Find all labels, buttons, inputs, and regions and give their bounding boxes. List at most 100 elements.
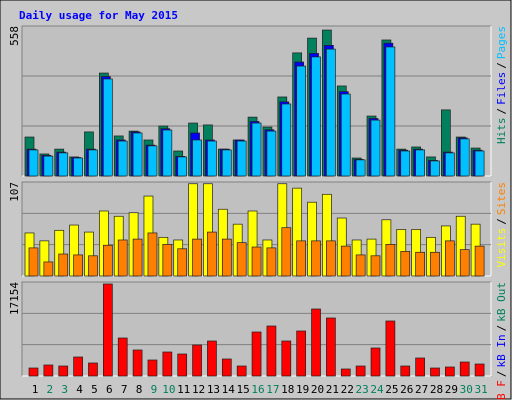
legend-separator: / xyxy=(495,108,508,115)
bar xyxy=(311,240,321,277)
bar xyxy=(474,363,485,377)
x-tick-label: 14 xyxy=(222,383,236,396)
bar xyxy=(355,365,366,377)
bar xyxy=(73,254,83,277)
bar xyxy=(340,368,351,377)
bar xyxy=(236,365,247,377)
x-tick-label: 3 xyxy=(61,383,68,396)
bar xyxy=(430,160,440,177)
bar xyxy=(147,145,158,177)
x-tick-label: 23 xyxy=(356,383,369,396)
bar xyxy=(296,65,307,177)
bar xyxy=(102,78,113,177)
x-tick-label: 27 xyxy=(415,383,428,396)
bar xyxy=(43,364,54,377)
legend-separator: / xyxy=(495,218,508,225)
bar xyxy=(385,46,396,177)
bar xyxy=(28,149,39,177)
x-tick-label: 31 xyxy=(474,383,487,396)
legend-separator: / xyxy=(495,325,508,332)
bar xyxy=(58,253,69,277)
legend-separator: / xyxy=(495,62,508,69)
x-tick-label: 15 xyxy=(237,383,250,396)
x-tick-label: 13 xyxy=(207,383,220,396)
x-tick-label: 12 xyxy=(192,383,205,396)
y-tick-label: 17154 xyxy=(8,282,21,315)
bar xyxy=(251,331,262,377)
bar xyxy=(251,246,262,277)
bar xyxy=(355,254,366,277)
bar xyxy=(370,347,381,377)
legend-entry: Hits xyxy=(495,118,508,145)
bar xyxy=(400,251,411,277)
bar xyxy=(207,140,217,177)
bar xyxy=(73,157,83,177)
bar xyxy=(73,356,83,377)
bar xyxy=(400,150,411,177)
bar xyxy=(88,362,98,377)
legend: Visits / Sites xyxy=(495,182,508,268)
bar xyxy=(192,238,202,277)
bar xyxy=(459,138,470,177)
bar xyxy=(459,249,470,277)
bar xyxy=(132,238,143,277)
legend-entry: kB Out xyxy=(495,282,508,322)
bar xyxy=(296,240,307,277)
bar xyxy=(162,351,173,377)
legend-entry: Visits xyxy=(495,228,508,268)
x-tick-label: 19 xyxy=(296,383,309,396)
x-tick-label: 28 xyxy=(430,383,443,396)
x-tick-label: 24 xyxy=(370,383,384,396)
bar xyxy=(370,119,381,177)
legend-entry: Sites xyxy=(495,182,508,215)
x-tick-label: 8 xyxy=(136,383,143,396)
bar xyxy=(221,149,232,177)
bar xyxy=(177,353,188,377)
bar xyxy=(58,365,69,377)
bar xyxy=(326,48,336,177)
x-tick-label: 4 xyxy=(76,383,83,396)
x-tick-label: 25 xyxy=(385,383,398,396)
legend: kB F / kB In / kB Out xyxy=(495,282,508,400)
bar xyxy=(340,245,351,277)
bar xyxy=(415,357,425,377)
bar xyxy=(192,139,202,177)
bar xyxy=(266,130,277,177)
legend: Hits / Files / Pages xyxy=(495,26,508,144)
bar xyxy=(311,308,321,377)
bar xyxy=(474,150,485,177)
x-tick-label: 22 xyxy=(341,383,354,396)
bar xyxy=(117,337,128,377)
x-tick-label: 9 xyxy=(151,383,158,396)
bar xyxy=(459,361,470,377)
bar xyxy=(251,122,262,177)
bar xyxy=(117,140,128,177)
x-tick-label: 1 xyxy=(32,383,39,396)
bar xyxy=(385,320,396,377)
bar xyxy=(147,232,158,277)
bar xyxy=(88,255,98,277)
y-tick-label: 107 xyxy=(8,182,21,202)
bar xyxy=(281,340,292,377)
bar xyxy=(58,152,69,177)
legend-entry: Files xyxy=(495,72,508,105)
bar xyxy=(207,231,217,277)
bar xyxy=(266,247,277,277)
bar xyxy=(177,156,188,177)
x-tick-label: 17 xyxy=(266,383,279,396)
bar xyxy=(430,251,440,277)
bar xyxy=(311,56,321,177)
bar xyxy=(132,349,143,377)
bar xyxy=(132,132,143,177)
bar xyxy=(326,240,336,277)
x-tick-label: 5 xyxy=(91,383,98,396)
bar xyxy=(117,239,128,277)
bar xyxy=(147,359,158,377)
y-tick-label: 558 xyxy=(8,26,21,46)
bar xyxy=(445,152,455,177)
bar xyxy=(102,283,113,377)
bar xyxy=(474,245,485,277)
bar xyxy=(162,244,173,277)
bar xyxy=(177,248,188,277)
